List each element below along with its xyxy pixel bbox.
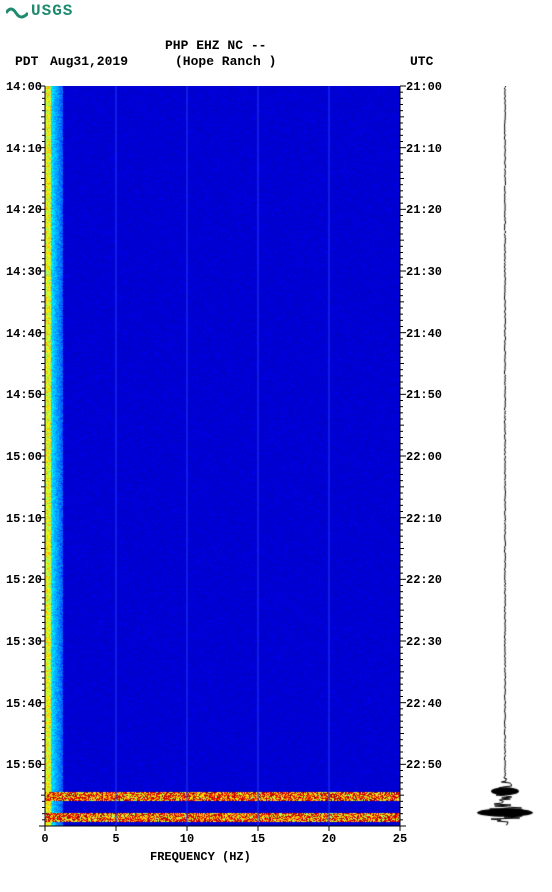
y-left-label: 14:00 bbox=[2, 80, 42, 94]
y-right-label: 21:00 bbox=[406, 80, 452, 94]
waveform-plot bbox=[465, 86, 545, 826]
y-left-label: 14:10 bbox=[2, 142, 42, 156]
y-left-label: 15:40 bbox=[2, 697, 42, 711]
spectrogram-canvas bbox=[45, 86, 400, 826]
y-left-label: 14:30 bbox=[2, 265, 42, 279]
y-right-label: 22:00 bbox=[406, 450, 452, 464]
x-tick-label: 15 bbox=[248, 832, 268, 846]
x-tick-label: 10 bbox=[177, 832, 197, 846]
y-right-label: 21:10 bbox=[406, 142, 452, 156]
y-right-label: 22:20 bbox=[406, 573, 452, 587]
wave-icon bbox=[6, 3, 28, 19]
x-axis-label: FREQUENCY (HZ) bbox=[150, 850, 251, 864]
y-left-label: 15:00 bbox=[2, 450, 42, 464]
y-right-label: 22:30 bbox=[406, 635, 452, 649]
x-tick-label: 0 bbox=[35, 832, 55, 846]
logo-text: USGS bbox=[31, 2, 73, 20]
y-right-label: 22:10 bbox=[406, 512, 452, 526]
y-right-label: 22:40 bbox=[406, 697, 452, 711]
page: { "logo":{"text":"USGS","color":"#1f8a70… bbox=[0, 0, 552, 892]
y-left-label: 14:50 bbox=[2, 388, 42, 402]
x-tick-label: 20 bbox=[319, 832, 339, 846]
y-right-label: 21:50 bbox=[406, 388, 452, 402]
spectrogram-plot bbox=[45, 86, 400, 826]
y-right-label: 22:50 bbox=[406, 758, 452, 772]
y-left-label: 14:20 bbox=[2, 203, 42, 217]
y-right-label: 21:30 bbox=[406, 265, 452, 279]
usgs-logo: USGS bbox=[6, 2, 73, 20]
date-label: Aug31,2019 bbox=[50, 54, 128, 69]
y-right-label: 21:40 bbox=[406, 327, 452, 341]
y-left-label: 14:40 bbox=[2, 327, 42, 341]
station-name: (Hope Ranch ) bbox=[175, 54, 276, 69]
y-left-label: 15:20 bbox=[2, 573, 42, 587]
tz-right-label: UTC bbox=[410, 54, 433, 69]
y-right-label: 21:20 bbox=[406, 203, 452, 217]
y-left-label: 15:30 bbox=[2, 635, 42, 649]
tz-left-label: PDT bbox=[15, 54, 38, 69]
y-left-label: 15:10 bbox=[2, 512, 42, 526]
station-code: PHP EHZ NC -- bbox=[165, 38, 266, 53]
x-tick-label: 5 bbox=[106, 832, 126, 846]
x-tick-label: 25 bbox=[390, 832, 410, 846]
y-left-label: 15:50 bbox=[2, 758, 42, 772]
